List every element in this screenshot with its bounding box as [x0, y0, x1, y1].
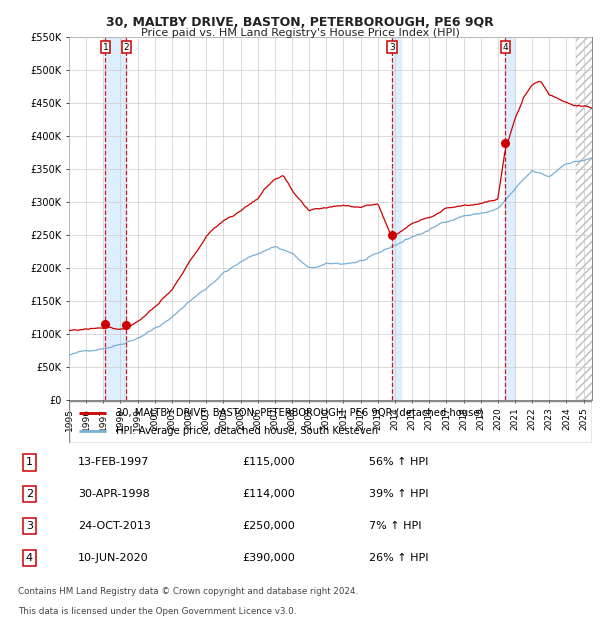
Text: This data is licensed under the Open Government Licence v3.0.: This data is licensed under the Open Gov… — [18, 606, 296, 616]
Text: 30, MALTBY DRIVE, BASTON, PETERBOROUGH, PE6 9QR: 30, MALTBY DRIVE, BASTON, PETERBOROUGH, … — [106, 16, 494, 29]
Text: £390,000: £390,000 — [242, 554, 295, 564]
Text: 30-APR-1998: 30-APR-1998 — [78, 489, 150, 499]
Text: 4: 4 — [26, 554, 33, 564]
Text: 1: 1 — [26, 458, 33, 467]
Bar — [577, 37, 594, 400]
Text: £115,000: £115,000 — [242, 458, 295, 467]
Text: 4: 4 — [503, 43, 508, 51]
Bar — [505, 37, 515, 400]
Text: 56% ↑ HPI: 56% ↑ HPI — [369, 458, 428, 467]
Bar — [106, 37, 126, 400]
Text: 2: 2 — [26, 489, 33, 499]
Text: 7% ↑ HPI: 7% ↑ HPI — [369, 521, 422, 531]
Text: HPI: Average price, detached house, South Kesteven: HPI: Average price, detached house, Sout… — [116, 427, 378, 436]
Text: 3: 3 — [26, 521, 33, 531]
Text: Contains HM Land Registry data © Crown copyright and database right 2024.: Contains HM Land Registry data © Crown c… — [18, 587, 358, 596]
Bar — [392, 37, 401, 400]
Text: £250,000: £250,000 — [242, 521, 295, 531]
Text: Price paid vs. HM Land Registry's House Price Index (HPI): Price paid vs. HM Land Registry's House … — [140, 28, 460, 38]
Text: 26% ↑ HPI: 26% ↑ HPI — [369, 554, 428, 564]
Text: 13-FEB-1997: 13-FEB-1997 — [78, 458, 149, 467]
Text: 1: 1 — [103, 43, 108, 51]
Text: 39% ↑ HPI: 39% ↑ HPI — [369, 489, 428, 499]
Text: £114,000: £114,000 — [242, 489, 295, 499]
Bar — [577, 37, 594, 400]
Text: 24-OCT-2013: 24-OCT-2013 — [78, 521, 151, 531]
Text: 30, MALTBY DRIVE, BASTON, PETERBOROUGH, PE6 9QR (detached house): 30, MALTBY DRIVE, BASTON, PETERBOROUGH, … — [116, 408, 484, 418]
Text: 2: 2 — [124, 43, 129, 51]
Text: 3: 3 — [389, 43, 395, 51]
Text: 10-JUN-2020: 10-JUN-2020 — [78, 554, 149, 564]
